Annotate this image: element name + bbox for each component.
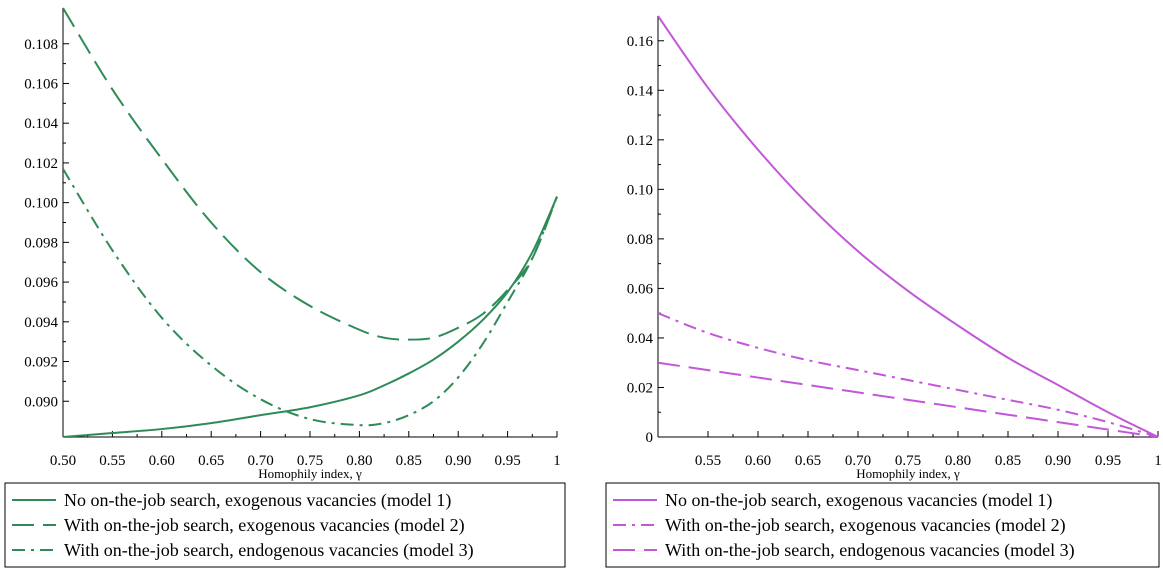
- left-x-tick-label: 1: [553, 453, 561, 469]
- left-x-axis-title: Homophily index, γ: [258, 466, 362, 481]
- left-y-tick-label: 0.096: [24, 275, 58, 291]
- left-legend-label-2: With on-the-job search, exogenous vacanc…: [64, 515, 465, 536]
- right-legend-label-1: No on-the-job search, exogenous vacancie…: [665, 490, 1052, 511]
- left-x-tick-label: 0.95: [494, 453, 520, 469]
- right-legend-label-2: With on-the-job search, exogenous vacanc…: [665, 515, 1066, 536]
- left-chart: 0.50 0.55 0.60 0.65 0.70 0.75 0.80 0.85 0.90 0.95…: [4, 7, 566, 568]
- right-series-line-3: [658, 361, 1159, 437]
- left-y-tick-label: 0.098: [24, 235, 58, 251]
- right-series-line-1: [658, 15, 1159, 437]
- left-series-line-2: [63, 7, 558, 341]
- left-legend-box: [4, 482, 566, 568]
- left-y-tick-label: 0.100: [24, 196, 58, 212]
- right-y-tick-label: 0.06: [627, 281, 654, 297]
- right-x-tick-label: 0.75: [895, 453, 921, 469]
- left-x-tick-label: 0.60: [149, 453, 175, 469]
- right-x-tick-label: 0.65: [795, 453, 821, 469]
- right-x-tick-label: 0.85: [995, 453, 1021, 469]
- left-plot-area: 0.50 0.55 0.60 0.65 0.70 0.75 0.80 0.85 0.90 0.95…: [24, 7, 561, 469]
- left-series-line-1: [63, 196, 558, 437]
- left-y-tick-label: 0.108: [24, 37, 58, 53]
- left-legend: No on-the-job search, exogenous vacancie…: [12, 490, 474, 561]
- left-y-tick-label: 0.094: [24, 315, 58, 331]
- right-x-tick-label: 0.70: [845, 453, 871, 469]
- right-chart: 0.55 0.60 0.65 0.70 0.75 0.80 0.85 0.90 0.95 1 0 0.…: [605, 15, 1162, 568]
- left-x-tick-label: 0.65: [198, 453, 224, 469]
- right-x-tick-label: 0.90: [1045, 453, 1071, 469]
- right-x-tick-label: 1: [1154, 453, 1162, 469]
- left-y-tick-label: 0.090: [24, 394, 58, 410]
- right-series-line-2: [658, 312, 1159, 437]
- right-x-axis-title: Homophily index, γ: [856, 466, 960, 481]
- right-y-tick-label: 0.02: [627, 380, 653, 396]
- right-legend: No on-the-job search, exogenous vacancie…: [613, 490, 1075, 561]
- left-legend-label-1: No on-the-job search, exogenous vacancie…: [64, 490, 451, 511]
- left-y-tick-label: 0.092: [24, 355, 58, 371]
- left-series-line-3: [63, 168, 558, 427]
- left-x-tick-label: 0.55: [99, 453, 125, 469]
- right-x-tick-label: 0.60: [745, 453, 771, 469]
- left-legend-label-3: With on-the-job search, endogenous vacan…: [64, 540, 474, 561]
- right-plot-area: 0.55 0.60 0.65 0.70 0.75 0.80 0.85 0.90 0.95 1 0 0.…: [627, 15, 1162, 469]
- left-y-tick-label: 0.102: [24, 156, 58, 172]
- right-y-tick-label: 0.12: [627, 133, 653, 149]
- left-x-tick-label: 0.85: [396, 453, 422, 469]
- left-y-tick-label: 0.104: [24, 116, 58, 132]
- right-y-tick-label: 0.04: [627, 331, 654, 347]
- left-x-tick-label: 0.80: [346, 453, 372, 469]
- left-x-tick-label: 0.70: [247, 453, 273, 469]
- right-x-tick-label: 0.80: [945, 453, 971, 469]
- left-x-tick-label: 0.50: [50, 453, 76, 469]
- right-y-tick-label: 0: [646, 430, 654, 446]
- right-y-tick-label: 0.08: [627, 232, 653, 248]
- left-x-tick-label: 0.75: [297, 453, 323, 469]
- right-y-tick-label: 0.14: [627, 83, 654, 99]
- right-x-tick-label: 0.95: [1095, 453, 1121, 469]
- right-x-tick-label: 0.55: [695, 453, 721, 469]
- right-y-tick-label: 0.10: [627, 182, 653, 198]
- right-legend-label-3: With on-the-job search, endogenous vacan…: [665, 540, 1075, 561]
- right-y-tick-label: 0.16: [627, 34, 654, 50]
- left-x-tick-label: 0.90: [445, 453, 471, 469]
- left-y-tick-label: 0.106: [24, 76, 58, 92]
- right-legend-box: [605, 482, 1160, 568]
